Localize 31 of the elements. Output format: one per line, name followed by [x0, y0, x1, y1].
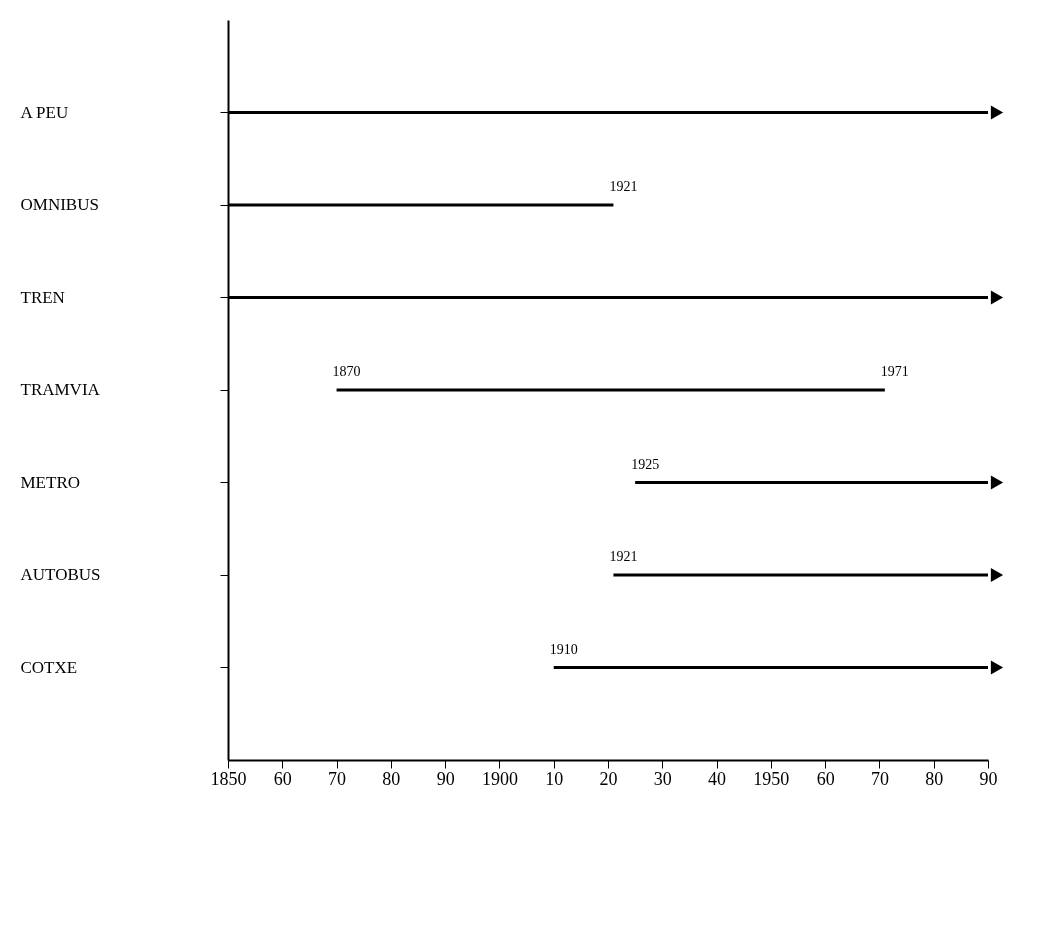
annotation: 1925 [631, 456, 660, 472]
x-tick-label: 40 [708, 768, 727, 789]
y-tick-label: COTXE [20, 657, 78, 677]
annotation: 1921 [609, 179, 638, 194]
y-tick-label: TREN [20, 287, 65, 307]
y-tick-label: OMNIBUS [20, 195, 99, 214]
x-tick-label: 80 [382, 768, 401, 789]
x-tick-label: 60 [273, 768, 292, 789]
bar [635, 481, 988, 484]
y-tick-label: A PEU [20, 102, 69, 122]
annotation: 1921 [609, 549, 638, 564]
x-tick-label: 10 [545, 768, 564, 789]
x-tick-label: 70 [870, 768, 889, 789]
annotation: 1910 [549, 641, 578, 657]
x-tick-label: 30 [653, 768, 672, 789]
x-tick-label: 90 [436, 768, 455, 789]
x-tick-label: 20 [599, 768, 618, 789]
annotation: 1870 [332, 364, 361, 379]
bar [336, 388, 885, 392]
y-tick-label: AUTOBUS [20, 565, 101, 584]
x-tick-label: 1950 [753, 768, 790, 789]
x-tick-label: 80 [925, 768, 944, 789]
x-tick-label: 90 [979, 768, 998, 789]
annotation: 1971 [880, 364, 909, 379]
y-tick-label: METRO [20, 472, 80, 492]
x-tick-label: 70 [328, 768, 347, 789]
bar [553, 666, 988, 669]
x-tick-label: 1900 [481, 768, 518, 789]
x-tick-label: 60 [816, 768, 835, 789]
x-tick-label: 1850 [210, 768, 247, 789]
y-tick-label: TRAMVIA [20, 380, 101, 399]
